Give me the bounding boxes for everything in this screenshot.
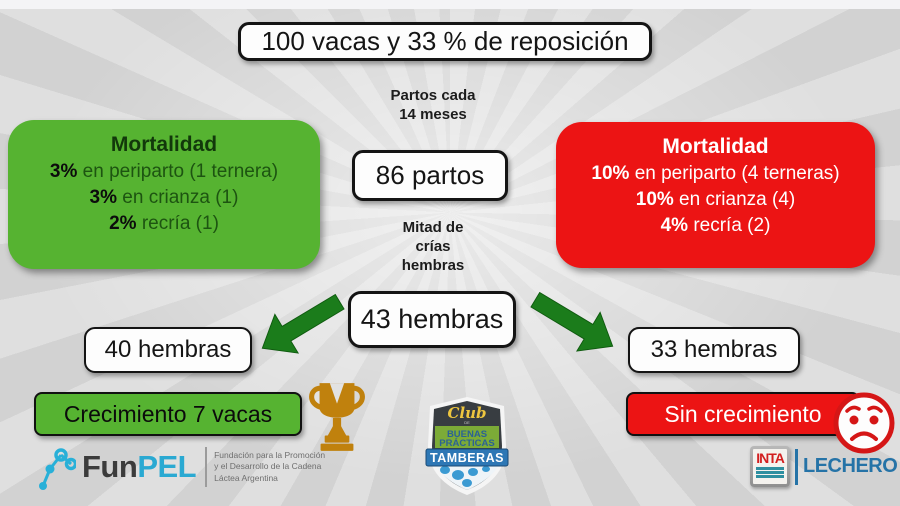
funpel-tagline: Fundación para la Promoción y el Desarro… xyxy=(214,450,326,483)
inta-division-label: LECHERO xyxy=(803,455,898,477)
badge-line2: PRÁCTICAS xyxy=(439,438,494,449)
mortality-low-line: 3% en crianza (1) xyxy=(89,187,239,209)
female-calves-note: Mitad de crías hembras xyxy=(368,219,498,275)
badge-line1: BUENAS xyxy=(447,429,487,440)
female-calves-line3: hembras xyxy=(401,256,465,274)
inta-divider xyxy=(795,448,798,485)
funpel-divider xyxy=(205,447,208,487)
females-good-box: 40 hembras xyxy=(84,327,252,373)
mortality-low-line: 2% recría (1) xyxy=(109,213,219,235)
club-buenas-practicas-tamberas-badge: Club DE BUENAS PRÁCTICAS TAMBERAS xyxy=(425,397,509,495)
mortality-low-box: Mortalidad 3% en periparto (1 ternera) 3… xyxy=(8,120,320,269)
inta-emblem: INTA xyxy=(750,446,790,487)
mortality-high-line: 10% en crianza (4) xyxy=(635,189,796,211)
calving-interval-note: Partos cada 14 meses xyxy=(350,87,516,125)
funpel-wordmark: FunPEL xyxy=(82,449,197,484)
mortality-high-line: 10% en periparto (4 terneras) xyxy=(591,163,840,184)
inta-stripes-icon xyxy=(756,467,784,478)
arrow-down-left-icon xyxy=(261,293,345,354)
growth-result-box: Crecimiento 7 vacas xyxy=(34,392,302,436)
calving-interval-line1: Partos cada xyxy=(390,87,476,104)
funpel-network-icon xyxy=(39,448,76,490)
mortality-low-line: 3% en periparto (1 ternera) xyxy=(49,161,279,182)
female-calves-line2: crías xyxy=(415,237,451,255)
funpel-logo: FunPEL Fundación para la Promoción y el … xyxy=(36,443,325,491)
births-box: 86 partos xyxy=(352,150,508,201)
badge-club-script: Club xyxy=(447,404,486,422)
female-calves-line1: Mitad de xyxy=(402,219,464,236)
inta-lechero-logo: INTA LECHERO xyxy=(750,446,898,487)
inta-acronym: INTA xyxy=(756,450,785,466)
females-bad-box: 33 hembras xyxy=(628,327,800,373)
sad-face-icon xyxy=(833,392,895,454)
top-edge-strip xyxy=(0,0,900,9)
herd-summary-box: 100 vacas y 33 % de reposición xyxy=(238,22,652,61)
calving-interval-line2: 14 meses xyxy=(399,105,467,123)
badge-de-label: DE xyxy=(464,420,470,425)
females-total-box: 43 hembras xyxy=(348,291,516,348)
mortality-low-title: Mortalidad xyxy=(110,133,218,156)
badge-banner: TAMBERAS xyxy=(430,451,504,465)
arrow-down-right-icon xyxy=(530,291,614,352)
mortality-high-title: Mortalidad xyxy=(662,135,769,158)
mortality-high-line: 4% recría (2) xyxy=(660,215,771,237)
mortality-high-box: Mortalidad 10% en periparto (4 terneras)… xyxy=(556,122,875,268)
no-growth-result-box: Sin crecimiento xyxy=(626,392,860,436)
trophy-icon xyxy=(309,383,365,451)
